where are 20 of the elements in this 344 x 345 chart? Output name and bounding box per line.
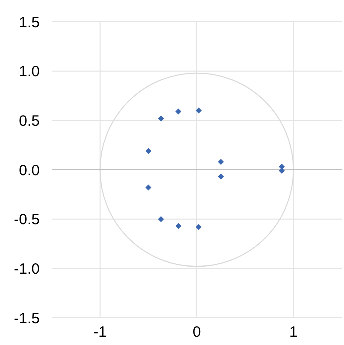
point xyxy=(176,223,182,230)
point xyxy=(218,174,224,180)
point xyxy=(218,159,224,166)
point xyxy=(196,108,202,114)
point xyxy=(158,116,164,122)
y-tick-label: -0.5 xyxy=(14,212,40,229)
point xyxy=(176,108,182,115)
x-tick-label: -1 xyxy=(94,324,108,341)
y-tick-label: -1.0 xyxy=(14,260,40,278)
point xyxy=(146,148,152,154)
y-tick-label: 1.0 xyxy=(19,64,40,81)
y-tick-label: 0.5 xyxy=(19,112,40,130)
y-tick-label: 0.0 xyxy=(19,162,40,180)
point xyxy=(158,216,164,222)
point xyxy=(146,184,152,191)
y-tick-label: 1.5 xyxy=(19,14,40,32)
point xyxy=(196,224,202,230)
y-tick-label: -1.5 xyxy=(14,310,40,328)
x-tick-label: 0 xyxy=(192,324,202,341)
x-tick-label: 1 xyxy=(289,324,298,341)
